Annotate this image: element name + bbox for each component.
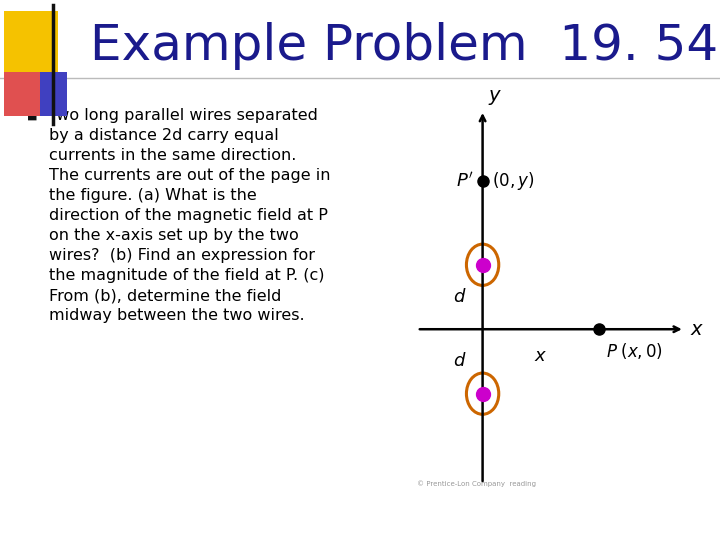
- Text: $x$: $x$: [690, 320, 704, 339]
- Text: $y$: $y$: [487, 88, 502, 107]
- FancyBboxPatch shape: [40, 72, 67, 116]
- FancyBboxPatch shape: [4, 11, 58, 73]
- Text: © Prentice-Lon Company  reading: © Prentice-Lon Company reading: [417, 481, 536, 487]
- Text: $(0, y)$: $(0, y)$: [492, 170, 534, 192]
- FancyBboxPatch shape: [4, 72, 42, 116]
- Text: $d$: $d$: [453, 353, 467, 370]
- Text: $d$: $d$: [453, 288, 467, 306]
- Text: $P\;(x, 0)$: $P\;(x, 0)$: [606, 341, 663, 361]
- Text: ■: ■: [27, 111, 38, 121]
- Text: Two long parallel wires separated
by a distance 2d carry equal
currents in the s: Two long parallel wires separated by a d…: [49, 108, 330, 323]
- Text: $x$: $x$: [534, 347, 547, 365]
- Text: $P'$: $P'$: [456, 172, 474, 191]
- Text: Example Problem  19. 54: Example Problem 19. 54: [90, 22, 718, 70]
